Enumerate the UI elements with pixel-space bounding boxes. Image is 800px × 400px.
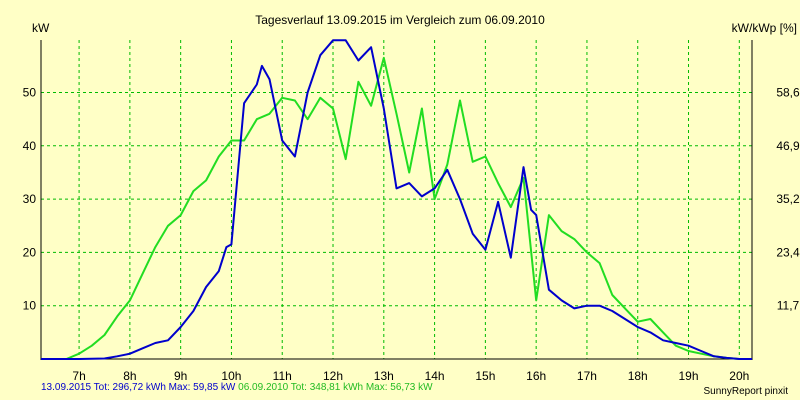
x-tick-label: 13h bbox=[374, 369, 394, 383]
x-tick-label: 20h bbox=[729, 369, 749, 383]
x-tick-label: 10h bbox=[221, 369, 241, 383]
x-tick-label: 14h bbox=[425, 369, 445, 383]
y-tick-label-right: 58,6 bbox=[776, 86, 800, 100]
y-tick-label-right: 46,9 bbox=[776, 139, 800, 153]
y-tick-label-left: 40 bbox=[23, 139, 37, 153]
x-tick-label: 7h bbox=[72, 369, 85, 383]
grid bbox=[41, 40, 752, 359]
legend-footer: 13.09.2015 Tot: 296,72 kWh Max: 59,85 kW… bbox=[41, 382, 433, 393]
y-axis-left-label: kW bbox=[32, 21, 50, 35]
credit-text: SunnyReport pinxit bbox=[703, 386, 789, 397]
x-tick-label: 17h bbox=[577, 369, 597, 383]
y-tick-label-left: 30 bbox=[23, 192, 37, 206]
x-tick-label: 19h bbox=[679, 369, 699, 383]
series-lines bbox=[41, 39, 752, 360]
chart-title: Tagesverlauf 13.09.2015 im Vergleich zum… bbox=[255, 13, 545, 27]
y-tick-label-right: 11,7 bbox=[777, 299, 800, 313]
tick-labels: 7h 8h 9h 10h 11h 12h 13h 14h 15h 16h 17h 18h 19h 20h 1… bbox=[23, 86, 800, 383]
x-tick-label: 11h bbox=[273, 369, 292, 383]
x-tick-label: 12h bbox=[323, 369, 343, 383]
series-line bbox=[41, 56, 752, 360]
x-tick-label: 16h bbox=[526, 369, 546, 383]
axes bbox=[40, 40, 753, 360]
legend-series-2: 06.09.2010 Tot: 348,81 kWh Max: 56,73 kW bbox=[238, 382, 433, 393]
series-line bbox=[41, 39, 752, 360]
x-tick-label: 8h bbox=[123, 369, 136, 383]
y-tick-label-left: 20 bbox=[23, 245, 37, 259]
x-tick-label: 18h bbox=[628, 369, 648, 383]
x-tick-label: 9h bbox=[174, 369, 187, 383]
y-axis-right-label: kW/kWp [%] bbox=[732, 21, 797, 35]
y-tick-label-right: 23,4 bbox=[776, 245, 800, 259]
y-tick-label-left: 10 bbox=[23, 299, 37, 313]
y-tick-label-right: 35,2 bbox=[776, 192, 800, 206]
legend-series-1: 13.09.2015 Tot: 296,72 kWh Max: 59,85 kW bbox=[41, 382, 236, 393]
x-tick-label: 15h bbox=[475, 369, 495, 383]
y-tick-label-left: 50 bbox=[23, 86, 37, 100]
